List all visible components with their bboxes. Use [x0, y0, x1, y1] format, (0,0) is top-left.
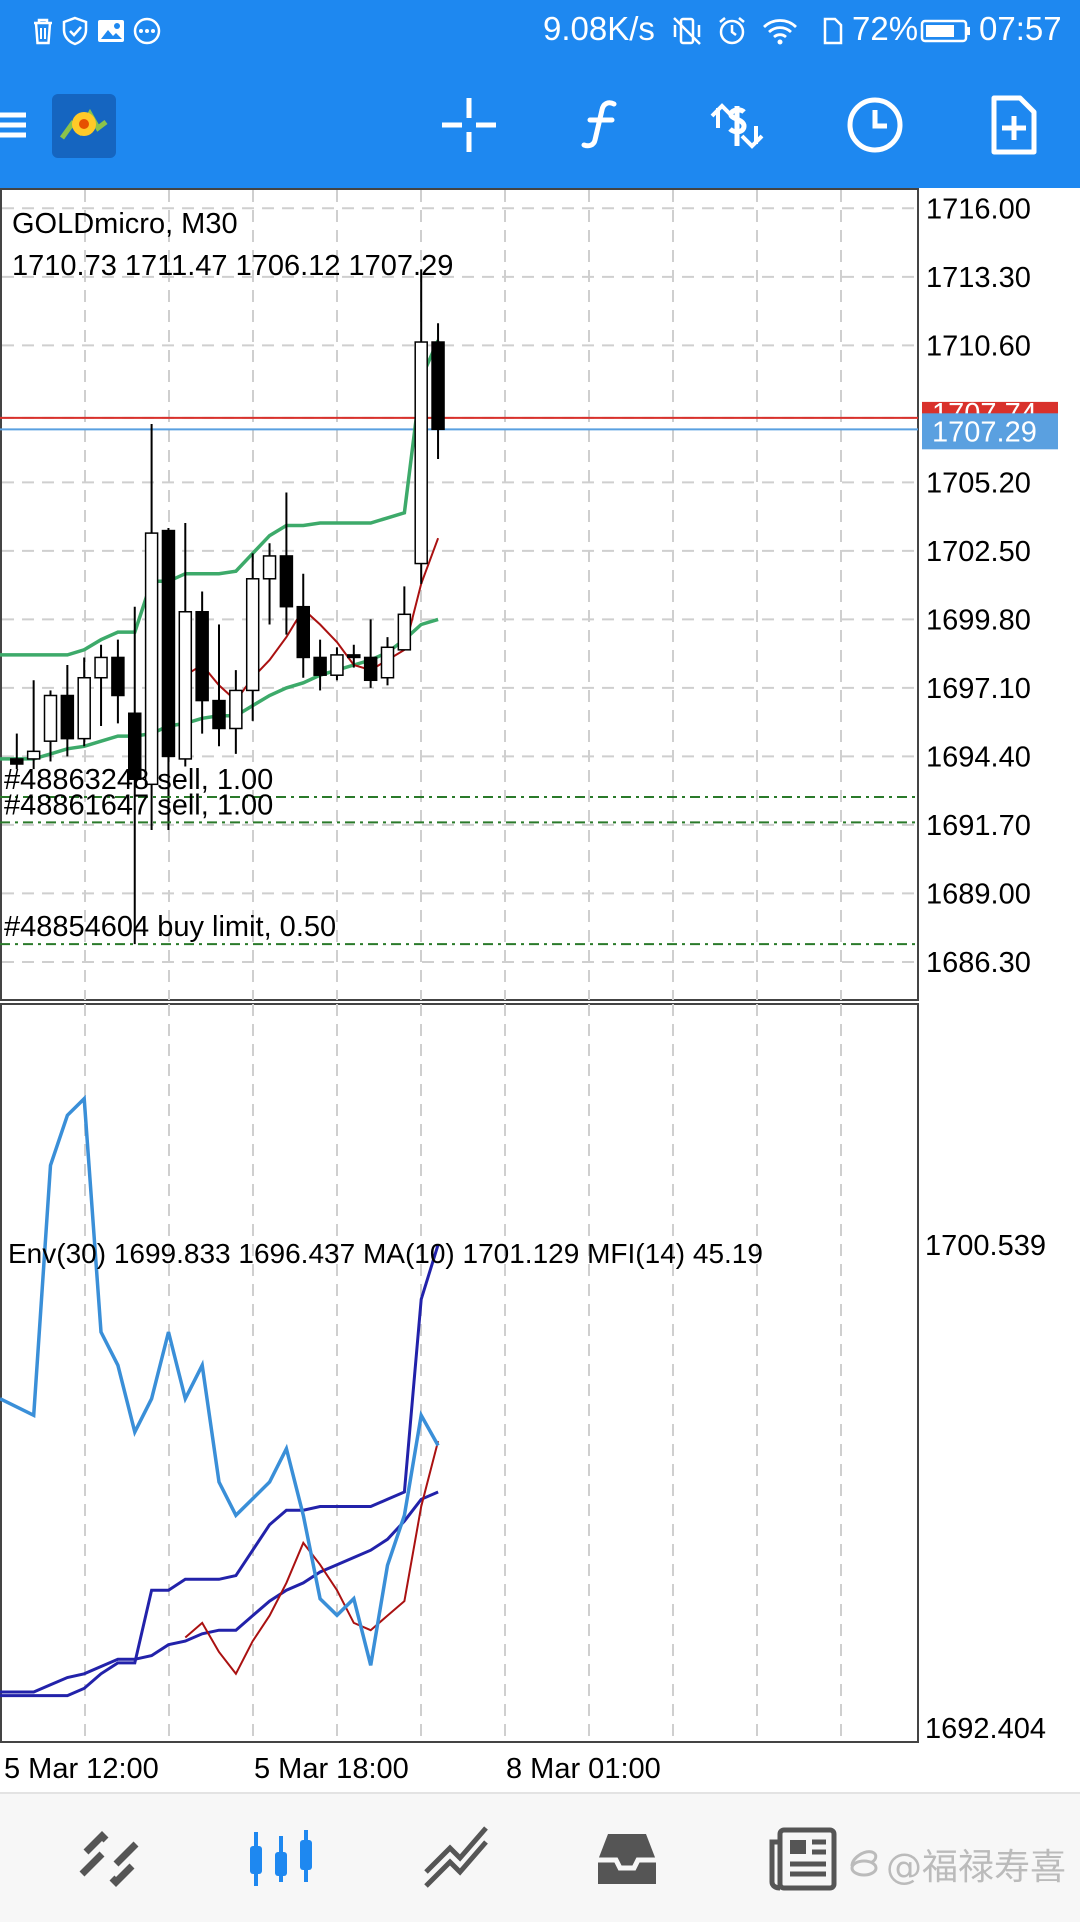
price-axis-label: 1710.60 [926, 330, 1031, 362]
more-icon [133, 17, 161, 45]
ma10-line [184, 537, 440, 703]
candle-bear [347, 654, 361, 659]
history-icon[interactable] [590, 1822, 664, 1896]
trash-icon [34, 18, 52, 45]
indicator-axis-bottom: 1692.404 [925, 1713, 1046, 1745]
ohlc-values: 1710.73 1711.47 1706.12 1707.29 [12, 250, 453, 282]
envelope-upper-line [0, 339, 440, 657]
wifi-icon [763, 19, 797, 45]
clock-icon[interactable] [842, 92, 908, 158]
candles [10, 269, 445, 945]
price-axis: 1716.00 1713.30 1710.60 1705.20 1702.50 1699.… [922, 193, 1058, 979]
bid-price-label: 1707.29 [932, 416, 1037, 448]
bottom-navigation: @福禄寿喜 [0, 1792, 1080, 1922]
sub-envelope-upper-line [0, 1244, 440, 1698]
chart-area[interactable]: #48863248 sell, 1.00 #48861647 sell, 1.00… [0, 188, 1080, 1790]
time-label-1: 5 Mar 12:00 [4, 1753, 159, 1785]
candle-bull [414, 341, 428, 565]
symbols-icon[interactable] [704, 92, 770, 158]
candle-bear [128, 712, 142, 780]
time-label-3: 8 Mar 01:00 [506, 1753, 661, 1785]
status-bar: 9.08K/s 72% 07:57 [0, 0, 1080, 62]
candle-bear [431, 341, 445, 431]
time-label-2: 5 Mar 18:00 [254, 1753, 409, 1785]
price-axis-label: 1716.00 [926, 193, 1031, 225]
price-axis-label: 1705.20 [926, 467, 1031, 499]
candle-bull [397, 613, 412, 651]
candle-bull [178, 611, 193, 760]
image-icon [98, 20, 124, 42]
price-axis-label: 1691.70 [926, 810, 1031, 842]
price-axis-label: 1694.40 [926, 741, 1031, 773]
candle-bear [10, 758, 24, 765]
price-lines [0, 416, 918, 431]
network-speed: 9.08K/s [543, 10, 655, 47]
candle-bull [262, 555, 277, 580]
weibo-logo-icon [850, 1850, 878, 1877]
candle-bear [279, 555, 294, 608]
candle-bull [43, 694, 58, 742]
symbol-timeframe: GOLDmicro, M30 [12, 208, 238, 240]
candle-bear [313, 656, 327, 676]
mfi-line [0, 1094, 440, 1666]
news-icon[interactable] [766, 1822, 840, 1896]
candle-bull [144, 532, 159, 786]
price-axis-label: 1713.30 [926, 262, 1031, 294]
candle-bear [363, 656, 378, 682]
candle-bull [94, 656, 108, 679]
app-toolbar [0, 62, 1080, 188]
price-axis-label: 1697.10 [926, 673, 1031, 705]
price-axis-label: 1699.80 [926, 604, 1031, 636]
candle-bear [212, 699, 226, 730]
candle-bull [229, 689, 243, 730]
chart-icon[interactable] [244, 1822, 318, 1896]
candle-bull [77, 676, 91, 740]
alarm-icon [719, 17, 745, 45]
menu-icon[interactable] [0, 92, 30, 158]
metatrader-logo[interactable] [52, 94, 116, 158]
quotes-icon[interactable] [72, 1822, 146, 1896]
price-axis-label: 1689.00 [926, 878, 1031, 910]
candle-bear [111, 656, 125, 697]
sim-icon [823, 17, 843, 45]
watermark-text: @福禄寿喜 [886, 1847, 1067, 1888]
trade-icon[interactable] [418, 1822, 492, 1896]
sub-envelope-lower-line [0, 1490, 439, 1694]
candle-bull [245, 578, 260, 692]
price-axis-label: 1686.30 [926, 947, 1031, 979]
grid-lines [0, 188, 919, 1743]
bid-price-badge [922, 413, 1058, 450]
indicator-header: Env(30) 1699.833 1696.437 MA(10) 1701.12… [8, 1238, 763, 1269]
vibrate-icon [673, 17, 701, 45]
candle-bull [380, 646, 395, 679]
candle-bear [60, 694, 75, 740]
battery-icon [920, 19, 970, 43]
sub-frame [0, 1003, 919, 1743]
indicator-axis-top: 1700.539 [925, 1230, 1046, 1262]
order-label: #48854604 buy limit, 0.50 [4, 911, 336, 943]
clock-time: 07:57 [979, 10, 1062, 47]
shield-icon [62, 16, 88, 46]
price-axis-label: 1702.50 [926, 536, 1031, 568]
order-label: #48863248 sell, 1.00 [4, 764, 273, 796]
candle-bull [330, 654, 344, 676]
new-order-icon[interactable] [980, 92, 1046, 158]
indicator-f-icon[interactable] [570, 92, 636, 158]
candle-bear [195, 611, 209, 702]
order-label: #48861647 sell, 1.00 [4, 789, 273, 821]
watermark: @福禄寿喜 [846, 1824, 1080, 1894]
price-chart[interactable]: #48863248 sell, 1.00#48861647 sell, 1.00… [0, 188, 1080, 1790]
candle-bear [161, 529, 176, 758]
order-lines[interactable]: #48863248 sell, 1.00#48861647 sell, 1.00… [0, 764, 918, 946]
main-frame [0, 188, 919, 1001]
battery-percent: 72% [852, 10, 919, 47]
candle-bull [26, 750, 41, 760]
indicator-subwindow [0, 1094, 440, 1698]
candle-bear [296, 605, 310, 659]
crosshair-icon[interactable] [436, 92, 502, 158]
